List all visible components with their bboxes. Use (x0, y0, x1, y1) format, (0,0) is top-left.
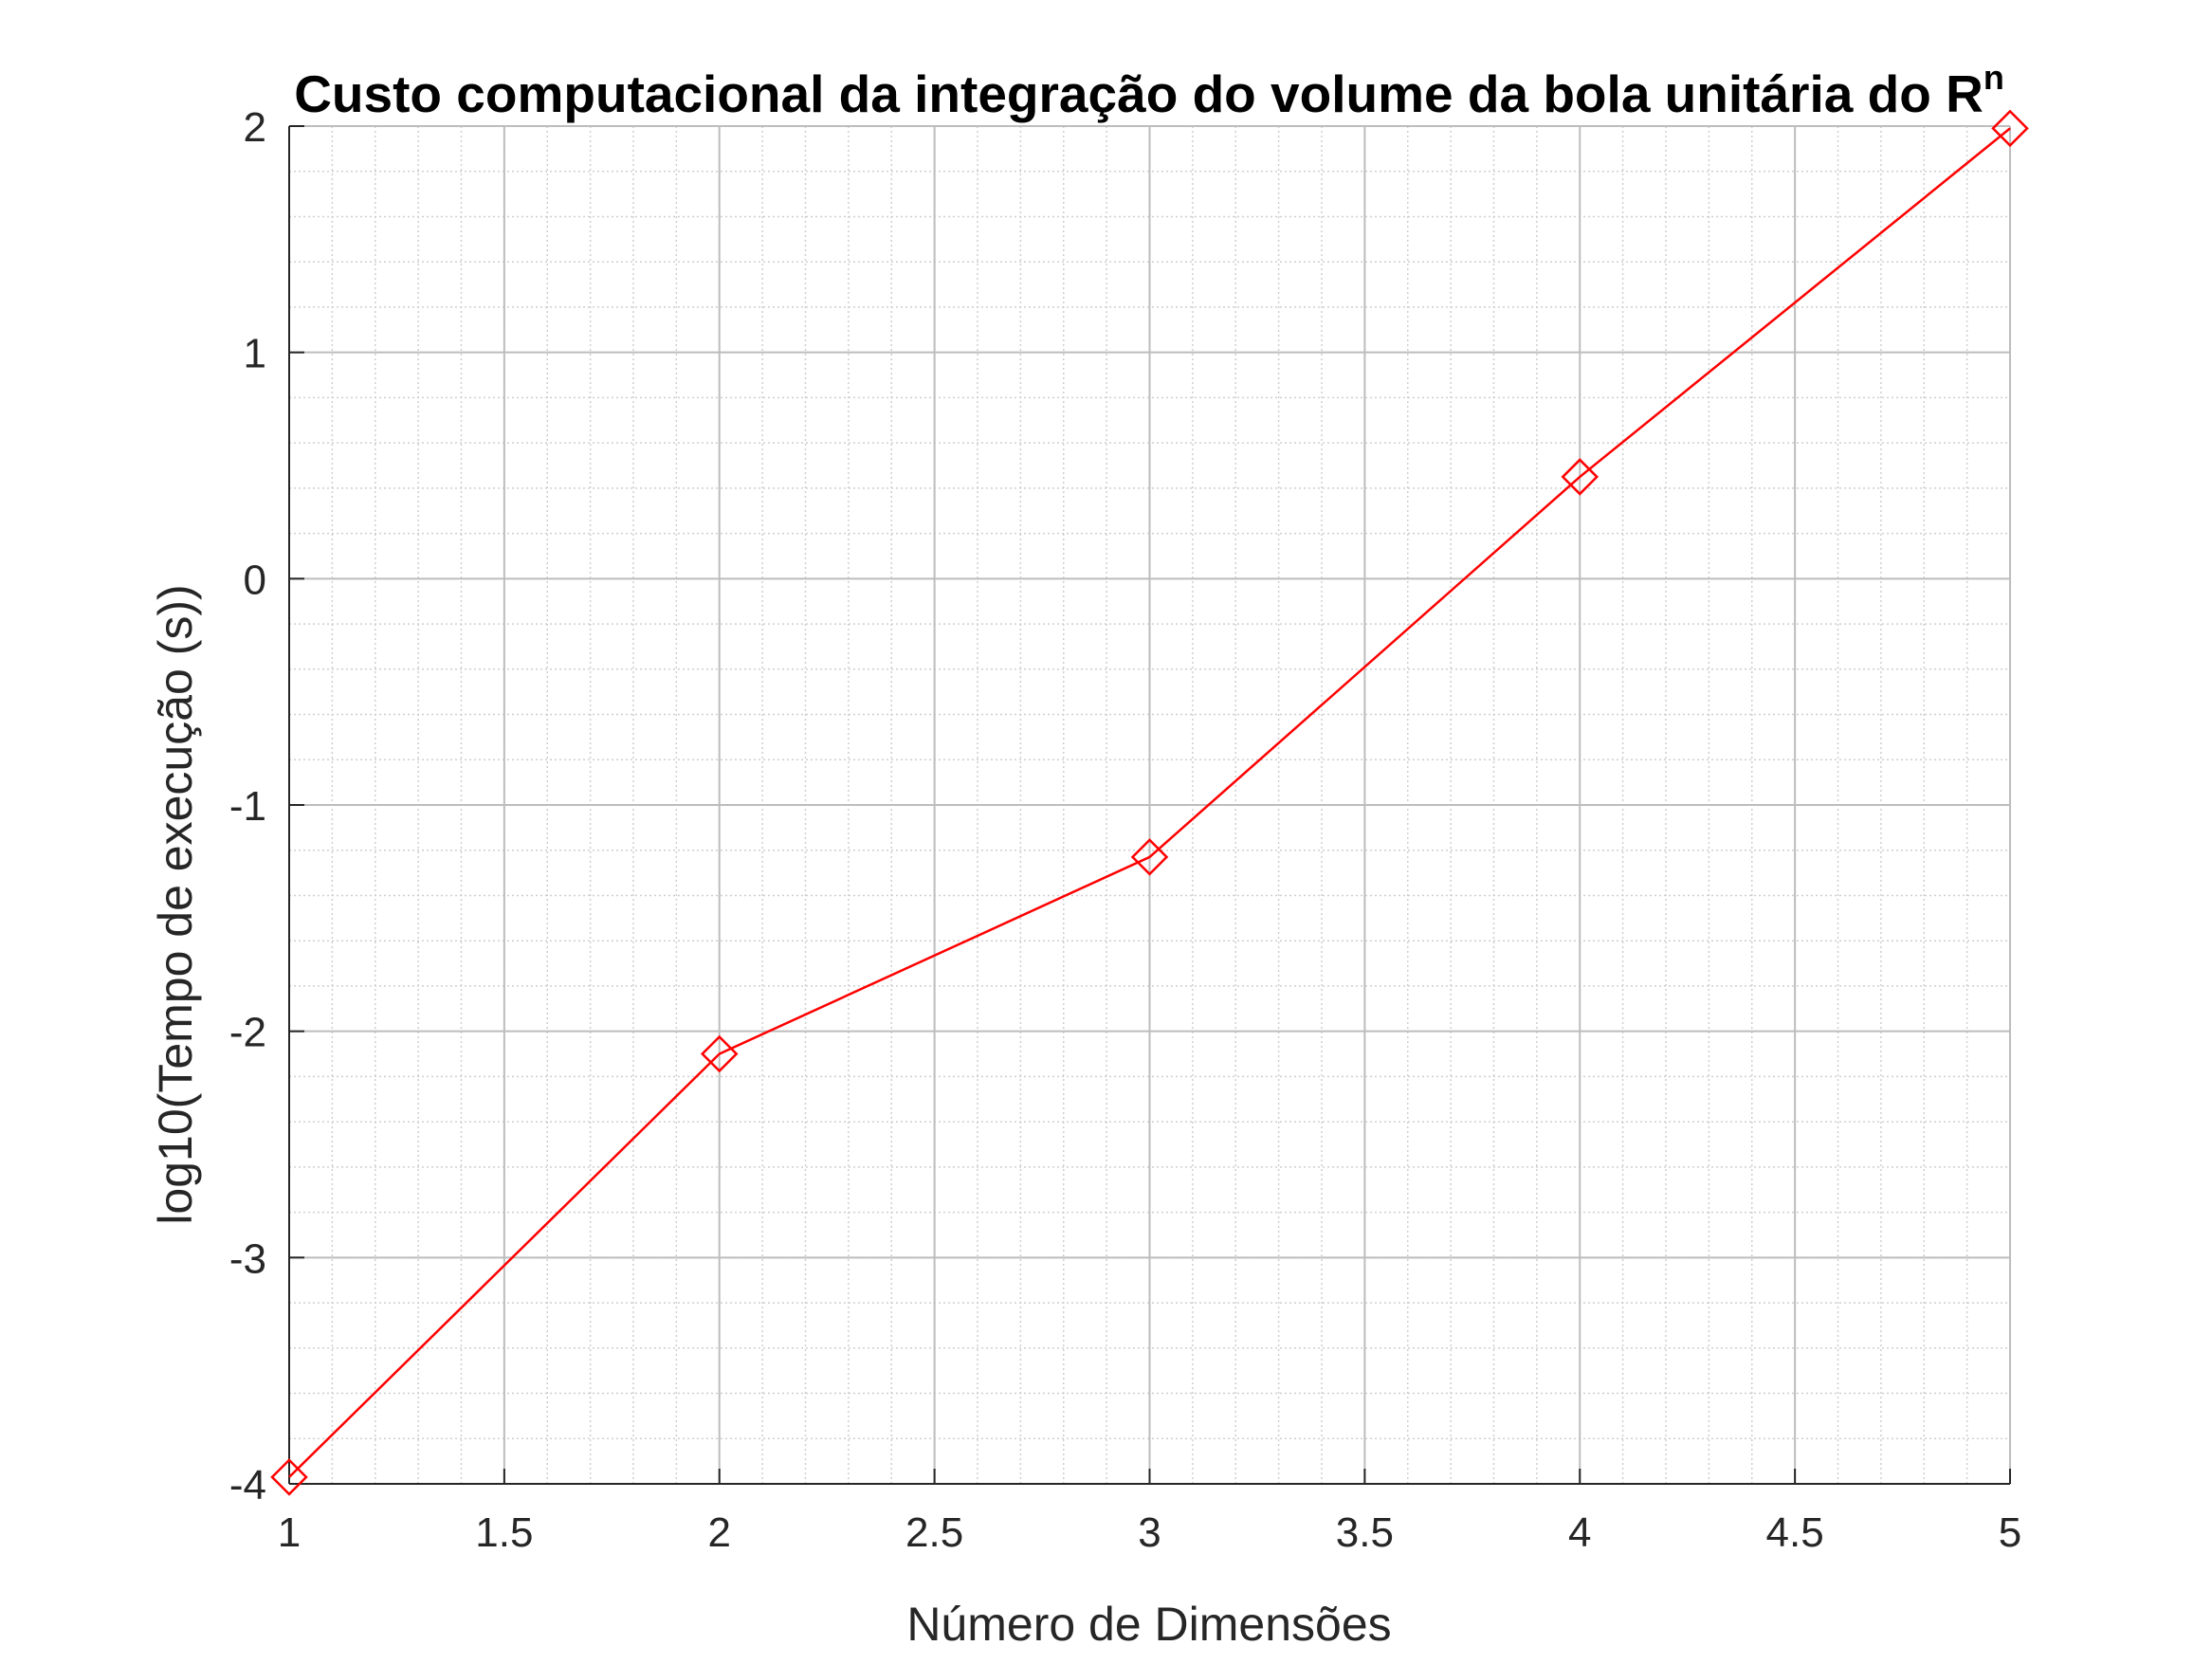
data-point-marker (1991, 109, 2029, 148)
x-tick-label: 1.5 (475, 1509, 533, 1556)
y-tick-label: -2 (229, 1010, 266, 1056)
x-tick-label: 5 (1999, 1509, 2021, 1556)
series (270, 109, 2029, 1496)
grid (288, 125, 2011, 1485)
axes (288, 125, 2011, 1485)
x-tick-label: 3 (1138, 1509, 1161, 1556)
data-point-marker (1561, 458, 1600, 496)
y-tick-label: 2 (244, 104, 266, 151)
series-line (288, 127, 2011, 1478)
data-point-marker (1130, 838, 1169, 876)
x-tick-label: 2.5 (905, 1509, 963, 1556)
x-tick-label: 1 (278, 1509, 301, 1556)
data-point-marker (270, 1458, 308, 1496)
x-axis-label: Número de Dimensões (906, 1598, 1391, 1651)
x-tick-label: 4 (1568, 1509, 1591, 1556)
y-tick-label: 1 (244, 331, 266, 377)
y-tick-label: -4 (229, 1462, 266, 1509)
x-tick-label: 3.5 (1336, 1509, 1394, 1556)
x-tick-label: 4.5 (1766, 1509, 1824, 1556)
y-tick-label: -3 (229, 1235, 266, 1282)
data-point-marker (700, 1034, 739, 1073)
chart-title: Custo computacional da integração do vol… (294, 58, 2004, 123)
y-tick-label: -1 (229, 783, 266, 830)
y-tick-label: 0 (244, 557, 266, 603)
y-axis-label: log10(Tempo de execução (s)) (149, 584, 202, 1224)
tick-labels: 1 1.5 2 2.5 3 3.5 4 4.5 5 -4 -3 -2 -1 0 1 2 (229, 104, 2021, 1556)
x-tick-label: 2 (708, 1509, 731, 1556)
